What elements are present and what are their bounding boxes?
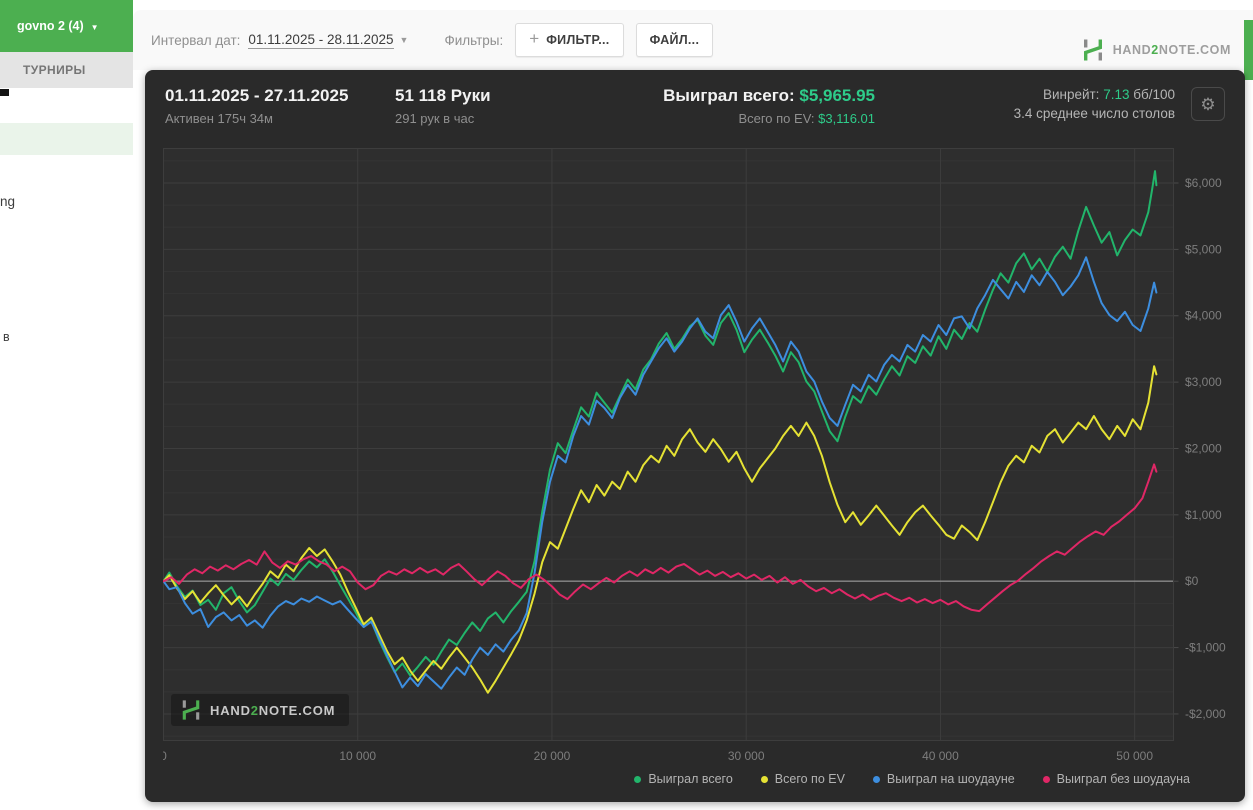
svg-text:$3,000: $3,000 — [1185, 375, 1222, 389]
svg-text:-$1,000: -$1,000 — [1185, 641, 1226, 655]
avg-tables: 3.4 среднее число столов — [1013, 106, 1175, 121]
svg-text:$5,000: $5,000 — [1185, 242, 1222, 256]
won-total-value: $5,965.95 — [799, 86, 875, 105]
gear-icon: ⚙ — [1200, 94, 1216, 114]
sidebar-highlight-band — [0, 123, 133, 155]
sidebar-item-truncated-2[interactable]: в — [3, 330, 10, 344]
legend-label: Выиграл всего — [648, 772, 733, 786]
tab-tournaments[interactable]: ТУРНИРЫ — [23, 63, 86, 77]
legend-dot-icon — [760, 775, 768, 783]
legend-dot-icon — [634, 775, 642, 783]
topbar: Интервал дат: 01.11.2025 - 28.11.2025 ▼ … — [133, 10, 1253, 80]
legend-label: Выиграл без шоудауна — [1056, 772, 1190, 786]
svg-text:-$2,000: -$2,000 — [1185, 707, 1226, 721]
winrate-value: 7.13 — [1103, 87, 1130, 102]
plus-icon: + — [529, 29, 540, 48]
chart-active-time: Активен 175ч 34м — [165, 111, 273, 126]
chart-watermark: HAND2NOTE.COM — [171, 694, 350, 726]
legend-dot-icon — [872, 775, 880, 783]
sidebar: govno 2 (4) ▼ ТУРНИРЫ ng в — [0, 0, 134, 810]
svg-text:$6,000: $6,000 — [1185, 176, 1222, 190]
legend-label: Выиграл на шоудауне — [886, 772, 1015, 786]
won-total-label: Выиграл всего: — [663, 86, 795, 105]
date-interval-value[interactable]: 01.11.2025 - 28.11.2025 — [248, 31, 394, 49]
chart-hands-count: 51 118 Руки — [395, 86, 491, 105]
legend-dot-icon — [1042, 775, 1050, 783]
sidebar-item-truncated-1[interactable]: ng — [0, 194, 16, 209]
account-name: govno 2 (4) — [17, 19, 84, 33]
svg-text:20 000: 20 000 — [534, 749, 571, 763]
svg-text:50 000: 50 000 — [1116, 749, 1153, 763]
equity-chart[interactable]: -$2,000 -$1,000 $0 $1,000 $2,000 $3,000 $4,000… — [160, 148, 1227, 766]
legend-label: Всего по EV — [774, 772, 845, 786]
chart-settings-button[interactable]: ⚙ — [1191, 87, 1225, 121]
session-chart-card: 01.11.2025 - 27.11.2025 Активен 175ч 34м… — [145, 70, 1245, 802]
chart-hands-per-hour: 291 рук в час — [395, 111, 475, 126]
chart-header: 01.11.2025 - 27.11.2025 Активен 175ч 34м… — [145, 70, 1245, 126]
date-dropdown-caret-icon[interactable]: ▼ — [399, 35, 409, 45]
plot-area[interactable]: -$2,000 -$1,000 $0 $1,000 $2,000 $3,000 $4,000… — [160, 148, 1227, 766]
sidebar-black-bar — [0, 89, 9, 96]
svg-text:0: 0 — [163, 749, 167, 763]
chart-legend: Выиграл всего Всего по EV Выиграл на шоуда… — [634, 772, 1190, 786]
file-button[interactable]: ФАЙЛ... — [635, 23, 714, 57]
ev-total-label: Всего по EV: — [738, 111, 815, 126]
account-selector[interactable]: govno 2 (4) ▼ — [0, 0, 133, 52]
sidebar-tabstrip: ТУРНИРЫ — [0, 52, 133, 88]
winrate-label: Винрейт: — [1042, 87, 1100, 102]
ev-total-value: $3,116.01 — [818, 111, 875, 126]
topbar-green-strip — [1244, 20, 1253, 80]
hand2note-logo-icon — [1083, 39, 1102, 61]
main-area: Интервал дат: 01.11.2025 - 28.11.2025 ▼ … — [133, 0, 1253, 810]
svg-text:$0: $0 — [1185, 574, 1199, 588]
winrate-units: бб/100 — [1133, 87, 1175, 102]
svg-text:40 000: 40 000 — [922, 749, 959, 763]
chart-date-range: 01.11.2025 - 27.11.2025 — [165, 86, 349, 105]
svg-text:$4,000: $4,000 — [1185, 309, 1222, 323]
legend-item-1[interactable]: Выиграл всего — [634, 772, 733, 786]
hand2note-logo: HAND2NOTE.COM — [1081, 38, 1231, 62]
filters-label: Фильтры: — [444, 32, 504, 48]
svg-text:30 000: 30 000 — [728, 749, 765, 763]
date-interval-label: Интервал дат: — [151, 32, 241, 48]
svg-text:$1,000: $1,000 — [1185, 508, 1222, 522]
legend-item-4[interactable]: Выиграл без шоудауна — [1042, 772, 1190, 786]
add-filter-button[interactable]: + ФИЛЬТР... — [515, 23, 624, 57]
chevron-down-icon: ▼ — [90, 22, 99, 32]
svg-text:$2,000: $2,000 — [1185, 441, 1222, 455]
legend-item-2[interactable]: Всего по EV — [760, 772, 845, 786]
hand2note-watermark-icon — [182, 700, 200, 720]
legend-item-3[interactable]: Выиграл на шоудауне — [872, 772, 1015, 786]
svg-text:10 000: 10 000 — [339, 749, 376, 763]
